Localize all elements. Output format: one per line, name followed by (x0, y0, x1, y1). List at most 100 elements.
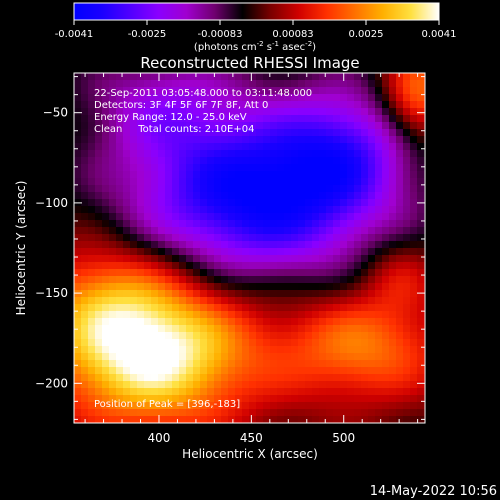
heatmap-cell (200, 262, 208, 270)
heatmap-cell (382, 395, 390, 403)
heatmap-cell (354, 255, 362, 263)
heatmap-cell (109, 262, 117, 270)
heatmap-cell (382, 178, 390, 186)
heatmap-cell (214, 276, 222, 284)
heatmap-cell (186, 409, 194, 417)
heatmap-cell (312, 402, 320, 410)
heatmap-cell (256, 185, 264, 193)
heatmap-cell (137, 388, 145, 396)
heatmap-cell (382, 94, 390, 102)
heatmap-cell (81, 325, 89, 333)
heatmap-cell (340, 367, 348, 375)
heatmap-cell (165, 409, 173, 417)
y-axis-label: Heliocentric Y (arcsec) (14, 181, 28, 316)
heatmap-cell (277, 213, 285, 221)
heatmap-cell (249, 73, 257, 81)
heatmap-cell (382, 171, 390, 179)
heatmap-cell (270, 381, 278, 389)
heatmap-cell (214, 311, 222, 319)
heatmap-cell (326, 276, 334, 284)
heatmap-cell (109, 374, 117, 382)
heatmap-cell (193, 402, 201, 410)
heatmap-cell (221, 388, 229, 396)
heatmap-cell (319, 262, 327, 270)
heatmap-cell (382, 367, 390, 375)
heatmap-cell (109, 409, 117, 417)
heatmap-cell (382, 143, 390, 151)
heatmap-cell (179, 416, 187, 423)
heatmap-cell (207, 101, 215, 109)
heatmap-cell (172, 178, 180, 186)
heatmap-cell (116, 325, 124, 333)
heatmap-cell (249, 346, 257, 354)
heatmap-cell (298, 276, 306, 284)
heatmap-cell (144, 367, 152, 375)
heatmap-cell (396, 325, 404, 333)
heatmap-cell (284, 276, 292, 284)
heatmap-cell (172, 248, 180, 256)
heatmap-cell (186, 353, 194, 361)
heatmap-cell (263, 164, 271, 172)
heatmap-cell (368, 157, 376, 165)
heatmap-cell (144, 409, 152, 417)
heatmap-cell (375, 416, 383, 423)
heatmap-cell (242, 353, 250, 361)
heatmap-cell (263, 283, 271, 291)
heatmap-cell (305, 402, 313, 410)
heatmap-cell (179, 255, 187, 263)
heatmap-cell (298, 381, 306, 389)
heatmap-cell (312, 318, 320, 326)
heatmap-cell (235, 388, 243, 396)
heatmap-cell (389, 171, 397, 179)
heatmap-cell (172, 332, 180, 340)
heatmap-cell (137, 290, 145, 298)
heatmap-cell (123, 353, 131, 361)
heatmap-cell (74, 101, 82, 109)
heatmap-cell (81, 199, 89, 207)
heatmap-cell (291, 283, 299, 291)
heatmap-cell (207, 136, 215, 144)
heatmap-cell (375, 101, 383, 109)
heatmap-cell (81, 150, 89, 158)
heatmap-cell (102, 290, 110, 298)
heatmap-cell (354, 360, 362, 368)
heatmap-cell (186, 416, 194, 423)
heatmap-cell (123, 388, 131, 396)
heatmap-cell (214, 101, 222, 109)
heatmap-cell (151, 199, 159, 207)
heatmap-cell (340, 325, 348, 333)
heatmap-cell (354, 416, 362, 423)
heatmap-cell (340, 402, 348, 410)
heatmap-cell (284, 199, 292, 207)
heatmap-cell (277, 353, 285, 361)
heatmap-cell (340, 206, 348, 214)
heatmap-cell (214, 122, 222, 130)
heatmap-cell (214, 269, 222, 277)
heatmap-cell (284, 234, 292, 242)
heatmap-cell (354, 346, 362, 354)
heatmap-cell (109, 171, 117, 179)
heatmap-cell (186, 192, 194, 200)
heatmap-cell (298, 248, 306, 256)
heatmap-cell (207, 304, 215, 312)
heatmap-cell (172, 80, 180, 88)
heatmap-cell (270, 262, 278, 270)
heatmap-cell (263, 171, 271, 179)
heatmap-cell (382, 248, 390, 256)
heatmap-cell (158, 171, 166, 179)
heatmap-cell (207, 339, 215, 347)
heatmap-cell (368, 388, 376, 396)
heatmap-cell (410, 325, 418, 333)
heatmap-cell (172, 311, 180, 319)
heatmap-cell (214, 73, 222, 81)
heatmap-cell (326, 157, 334, 165)
heatmap-cell (396, 262, 404, 270)
heatmap-cell (109, 241, 117, 249)
heatmap-cell (340, 178, 348, 186)
heatmap-cell (242, 402, 250, 410)
heatmap-cell (354, 318, 362, 326)
heatmap-cell (235, 297, 243, 305)
heatmap-cell (200, 290, 208, 298)
heatmap-cell (102, 269, 110, 277)
heatmap-cell (256, 94, 264, 102)
